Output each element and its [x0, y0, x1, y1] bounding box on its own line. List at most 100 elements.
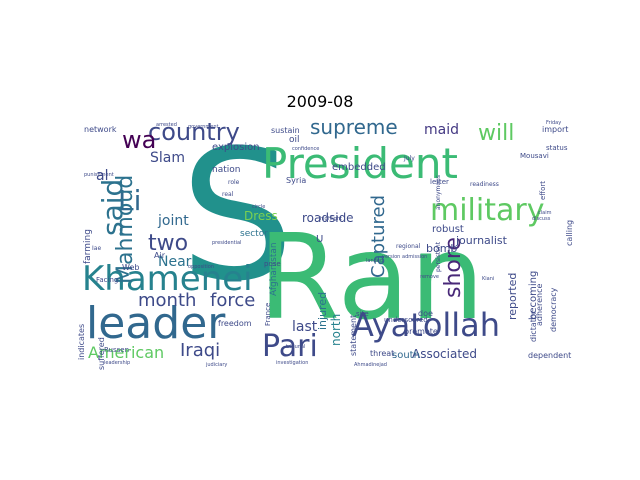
- word-cloud-word: month: [138, 290, 196, 311]
- word-cloud-word: Mousavi: [520, 152, 549, 160]
- word-cloud-word: shore: [441, 237, 466, 298]
- word-cloud-word: nation: [212, 165, 240, 175]
- word-cloud-word: reported: [506, 273, 519, 320]
- word-cloud-word: suffered: [97, 337, 106, 370]
- word-cloud-word: dependent: [528, 351, 571, 360]
- word-cloud-word: confidence: [292, 146, 319, 152]
- word-cloud-word: bomb: [426, 242, 457, 255]
- word-cloud-word: government: [188, 124, 219, 130]
- word-cloud-word: sustain: [271, 126, 300, 135]
- word-cloud-word: anonymous: [435, 175, 442, 210]
- word-cloud-word: south: [392, 350, 420, 361]
- word-cloud-word: democracy: [549, 287, 558, 332]
- word-cloud-word: oil: [289, 135, 300, 145]
- word-cloud-word: Captured: [368, 195, 389, 278]
- word-cloud-word: real: [222, 191, 234, 198]
- word-cloud-word: leader: [86, 298, 226, 349]
- word-cloud-word: American: [88, 343, 164, 362]
- word-cloud-word: Khamenei: [82, 259, 253, 299]
- word-cloud-word: punishment: [84, 172, 114, 178]
- word-cloud-word: regional: [396, 243, 421, 250]
- word-cloud-word: claim: [538, 210, 552, 216]
- word-cloud-word: Kiani: [482, 276, 494, 282]
- word-cloud-word: supreme: [310, 115, 398, 139]
- word-cloud-word: freedom: [218, 319, 252, 328]
- word-cloud-word: readiness: [470, 181, 499, 188]
- word-cloud-word: presidential: [212, 240, 241, 246]
- word-cloud-word: Afghanistan: [269, 242, 279, 296]
- word-cloud-word: letter: [430, 178, 449, 186]
- word-cloud-word: statement: [349, 315, 358, 356]
- word-cloud-word: al: [96, 168, 108, 184]
- word-cloud-word: Iae: [92, 245, 101, 252]
- word-cloud-word: site: [356, 310, 369, 318]
- word-cloud-word: Ran: [258, 208, 485, 346]
- word-cloud-word: status: [546, 144, 568, 152]
- word-cloud-word: Syria: [286, 176, 306, 185]
- word-cloud-word: investigation: [276, 360, 308, 366]
- word-cloud-word: role: [228, 179, 240, 186]
- word-cloud-word: wa: [122, 126, 156, 154]
- word-cloud-word: journalist: [455, 234, 508, 247]
- word-cloud-word: leadership: [104, 360, 130, 366]
- word-cloud-word: robust: [432, 224, 464, 235]
- word-cloud-word: maid: [424, 122, 459, 138]
- word-cloud-word: embedded: [332, 162, 386, 173]
- word-cloud-word: highlight: [320, 216, 342, 222]
- word-cloud-word: promote: [404, 327, 438, 336]
- word-cloud-word: Associated: [412, 347, 477, 361]
- word-cloud-word: President: [262, 139, 458, 188]
- word-cloud-word: underscored: [384, 316, 428, 324]
- word-cloud-word: calling: [565, 220, 574, 246]
- word-cloud-word: remove: [420, 274, 439, 280]
- word-cloud-word: Ayatollah: [352, 306, 500, 344]
- word-cloud-word: last: [292, 319, 318, 335]
- word-cloud-word: sector: [240, 229, 268, 239]
- word-cloud-word: effort: [539, 181, 547, 200]
- word-cloud-word: farming: [83, 229, 93, 264]
- word-cloud-word: import: [542, 125, 568, 134]
- word-cloud-word: Iraqi: [180, 340, 220, 361]
- word-cloud-word: explosion: [212, 142, 260, 153]
- word-cloud-word: Facing: [96, 276, 118, 284]
- word-cloud-word: arrested: [156, 122, 177, 128]
- word-cloud-word: adherence: [535, 284, 544, 326]
- word-cloud-word: will: [478, 121, 514, 146]
- word-cloud-word: Slam: [150, 150, 185, 166]
- word-cloud-word: Dress: [244, 209, 278, 223]
- word-cloud-word: said: [96, 179, 129, 236]
- word-cloud-word: persistent: [435, 241, 442, 272]
- word-cloud-word: country: [148, 118, 240, 146]
- word-cloud-word: tribunal: [286, 344, 305, 350]
- word-cloud-word: France: [264, 303, 272, 326]
- word-cloud-word: opposition: [188, 264, 214, 270]
- word-cloud-word: two: [148, 231, 188, 256]
- chart-title: 2009-08: [286, 92, 354, 111]
- word-cloud-word: pose: [264, 260, 281, 268]
- word-cloud-word: doe: [418, 309, 433, 318]
- word-cloud-word: military: [430, 193, 544, 228]
- word-cloud-word: becoming: [528, 271, 539, 320]
- word-cloud-word: version: [382, 254, 400, 260]
- word-cloud-word: injured: [316, 292, 329, 330]
- word-cloud-word: U: [316, 234, 323, 245]
- word-cloud-word: admission: [402, 254, 427, 260]
- word-cloud-word: network: [84, 125, 117, 134]
- word-cloud-word: S: [180, 112, 294, 321]
- word-cloud-word: north: [329, 314, 343, 346]
- word-cloud-word: roadside: [302, 211, 354, 225]
- word-cloud-word: threat: [370, 349, 394, 358]
- word-cloud-word: joint: [157, 213, 189, 229]
- word-cloud-word: Li: [118, 184, 141, 217]
- word-cloud-word: dictator: [529, 310, 538, 342]
- word-cloud-word: circle: [252, 204, 265, 210]
- word-cloud-word: Russen: [104, 346, 129, 354]
- word-cloud-word: force: [210, 290, 255, 311]
- word-cloud-word: Air: [154, 251, 166, 260]
- word-cloud-word: judiciary: [205, 362, 227, 368]
- word-cloud-word: Ahmadinejad: [354, 362, 387, 368]
- word-cloud-word: July: [403, 155, 415, 162]
- word-cloud-word: Mahmoud: [113, 175, 138, 284]
- word-cloud-word: Near: [158, 254, 192, 270]
